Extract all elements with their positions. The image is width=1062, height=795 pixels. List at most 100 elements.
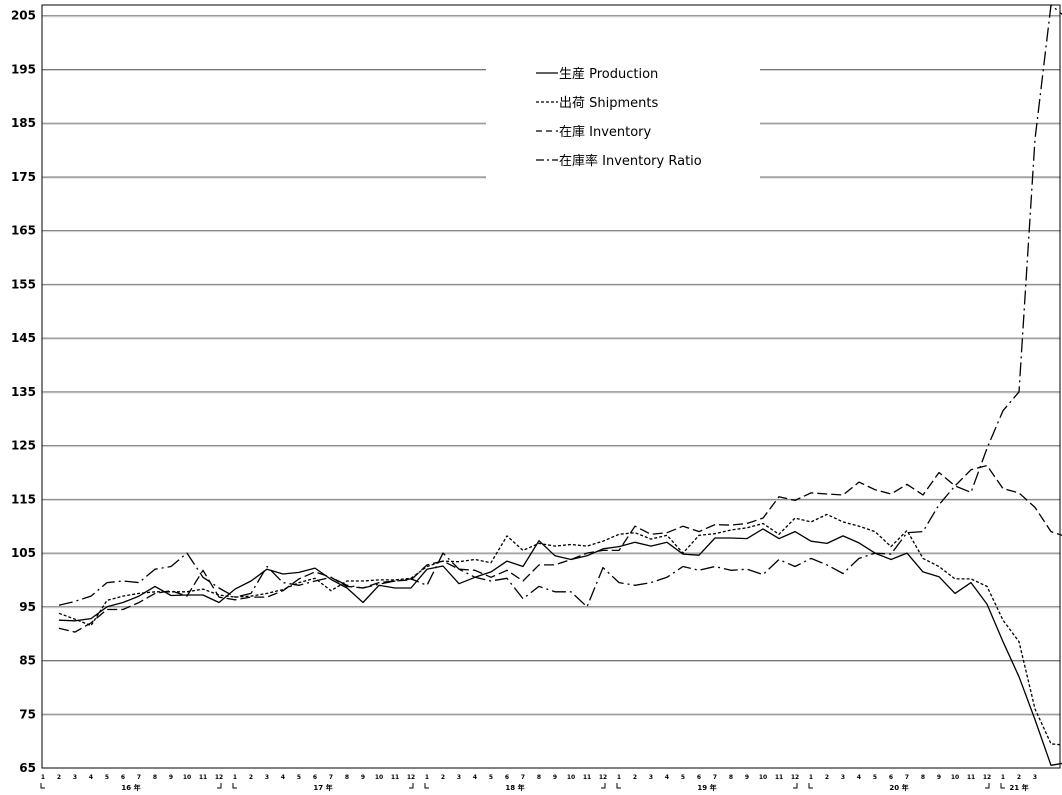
x-tick-label: 1: [617, 774, 621, 781]
x-tick-label: 3: [1033, 774, 1037, 781]
x-tick-label: 10: [951, 774, 959, 781]
y-tick-label: 75: [19, 707, 36, 721]
legend-entry: 出荷 Shipments: [559, 96, 658, 111]
legend: 生産 Production 出荷 Shipments 在庫 Inventory 在庫率…: [486, 58, 760, 182]
y-tick-label: 115: [11, 492, 36, 506]
x-tick-label: 9: [937, 774, 941, 781]
x-tick-label: 5: [297, 774, 301, 781]
x-tick-label: 6: [505, 774, 509, 781]
x-tick-label: 3: [73, 774, 77, 781]
y-tick-label: 205: [11, 9, 36, 23]
y-tick-label: 165: [11, 224, 36, 238]
y-tick-label: 175: [11, 170, 36, 184]
y-tick-label: 145: [11, 331, 36, 345]
x-tick-label: 12: [599, 774, 607, 781]
x-tick-label: 9: [361, 774, 365, 781]
series-line-2: [58, 464, 1062, 633]
x-tick-label: 3: [265, 774, 269, 781]
year-bracket-start: [232, 783, 237, 789]
x-year-label: 19 年: [697, 783, 716, 792]
year-bracket-end: [985, 783, 990, 789]
x-tick-label: 1: [233, 774, 237, 781]
x-tick-label: 3: [457, 774, 461, 781]
series-line-1: [58, 513, 1062, 746]
x-tick-label: 6: [313, 774, 317, 781]
year-bracket-end: [601, 783, 606, 789]
x-tick-label: 2: [633, 774, 637, 781]
x-tick-label: 7: [521, 774, 525, 781]
x-tick-label: 9: [745, 774, 749, 781]
year-bracket-start: [1000, 783, 1005, 789]
x-year-label: 16 年: [121, 783, 140, 792]
x-tick-label: 10: [567, 774, 575, 781]
x-tick-label: 5: [873, 774, 877, 781]
x-tick-label: 3: [841, 774, 845, 781]
x-tick-label: 1: [809, 774, 813, 781]
x-tick-label: 11: [967, 774, 975, 781]
y-tick-label: 85: [19, 654, 36, 668]
x-tick-label: 4: [473, 774, 477, 781]
x-tick-label: 6: [889, 774, 893, 781]
x-tick-label: 1: [425, 774, 429, 781]
x-tick-label: 8: [153, 774, 157, 781]
y-axis-tick-labels: 65 75 85 95 105 115 125 135 145 155 165 175 185 195 20…: [11, 9, 36, 775]
x-tick-label: 12: [407, 774, 415, 781]
x-tick-label: 10: [183, 774, 191, 781]
x-tick-label: 11: [199, 774, 207, 781]
x-tick-label: 5: [105, 774, 109, 781]
x-tick-label: 6: [121, 774, 125, 781]
year-bracket-end: [793, 783, 798, 789]
y-tick-label: 155: [11, 277, 36, 291]
x-tick-label: 8: [729, 774, 733, 781]
y-tick-label: 195: [11, 62, 36, 76]
x-year-label: 20 年: [889, 783, 908, 792]
x-tick-label: 6: [697, 774, 701, 781]
x-tick-label: 4: [665, 774, 669, 781]
year-bracket-start: [808, 783, 813, 789]
x-tick-label: 4: [857, 774, 861, 781]
x-tick-label: 2: [441, 774, 445, 781]
x-tick-label: 12: [983, 774, 991, 781]
x-tick-label: 11: [391, 774, 399, 781]
x-tick-label: 8: [537, 774, 541, 781]
x-tick-label: 1: [1001, 774, 1005, 781]
x-tick-label: 4: [281, 774, 285, 781]
x-tick-label: 7: [137, 774, 141, 781]
x-tick-label: 9: [553, 774, 557, 781]
x-tick-label: 3: [649, 774, 653, 781]
y-tick-label: 65: [19, 761, 36, 775]
y-tick-label: 125: [11, 439, 36, 453]
x-tick-label: 12: [215, 774, 223, 781]
x-tick-label: 9: [169, 774, 173, 781]
x-tick-label: 12: [791, 774, 799, 781]
plot-frame: [41, 4, 1061, 769]
x-tick-label: 1: [41, 774, 45, 781]
year-bracket-start: [424, 783, 429, 789]
legend-entry: 在庫率 Inventory Ratio: [559, 153, 702, 169]
x-tick-label: 8: [921, 774, 925, 781]
x-tick-label: 5: [681, 774, 685, 781]
x-year-label: 21 年: [1009, 783, 1028, 792]
x-tick-label: 2: [1017, 774, 1021, 781]
legend-entry: 在庫 Inventory: [559, 125, 652, 140]
y-tick-label: 95: [19, 600, 36, 614]
x-tick-label: 5: [489, 774, 493, 781]
x-tick-label: 10: [375, 774, 383, 781]
year-bracket-end: [217, 783, 222, 789]
x-tick-label: 2: [57, 774, 61, 781]
x-tick-label: 7: [713, 774, 717, 781]
series-line-0: [58, 528, 1062, 766]
x-tick-label: 10: [759, 774, 767, 781]
y-tick-label: 105: [11, 546, 36, 560]
x-tick-label: 7: [905, 774, 909, 781]
x-tick-label: 2: [825, 774, 829, 781]
x-tick-label: 4: [89, 774, 93, 781]
x-tick-label: 11: [775, 774, 783, 781]
x-tick-label: 2: [249, 774, 253, 781]
x-year-label: 17 年: [313, 783, 332, 792]
x-tick-label: 11: [583, 774, 591, 781]
y-tick-label: 185: [11, 116, 36, 130]
series-lines: [58, 4, 1062, 766]
x-year-label: 18 年: [505, 783, 524, 792]
